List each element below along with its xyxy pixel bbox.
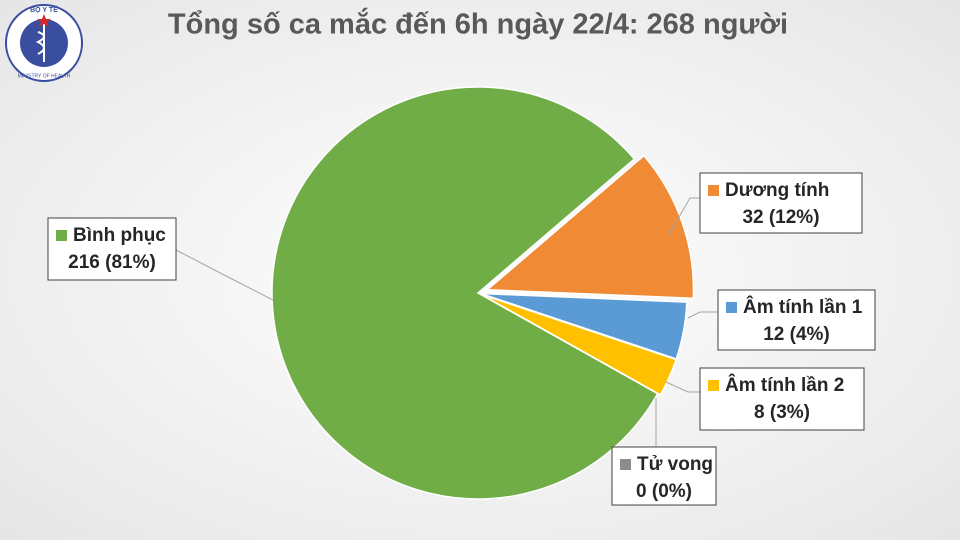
logo: BỘ Y TẾ MINISTRY OF HEALTH bbox=[5, 4, 83, 82]
legend-swatch bbox=[726, 302, 737, 313]
value-label: 12 (4%) bbox=[763, 324, 830, 345]
value-label: 216 (81%) bbox=[68, 252, 156, 273]
leader-line bbox=[175, 249, 274, 301]
leader-line bbox=[687, 311, 718, 319]
leader-line bbox=[665, 381, 700, 393]
leader-line bbox=[667, 197, 700, 237]
pie-slice bbox=[485, 154, 695, 300]
category-label: Bình phục bbox=[73, 225, 166, 246]
label-box bbox=[611, 446, 717, 506]
label-box bbox=[699, 172, 863, 234]
label-box bbox=[699, 367, 865, 431]
pie-slice bbox=[480, 293, 678, 396]
logo-top-text: BỘ Y TẾ bbox=[30, 4, 58, 14]
category-label: Âm tính lần 2 bbox=[725, 374, 844, 396]
value-label: 8 (3%) bbox=[754, 402, 810, 423]
category-label: Tử vong bbox=[637, 454, 713, 475]
value-label: 32 (12%) bbox=[742, 207, 819, 228]
category-label: Dương tính bbox=[725, 180, 829, 201]
category-label: Âm tính lần 1 bbox=[743, 296, 863, 318]
logo-star bbox=[37, 14, 51, 27]
legend-swatch bbox=[708, 380, 719, 391]
value-label: 0 (0%) bbox=[636, 481, 692, 502]
pie-slice bbox=[271, 86, 659, 500]
logo-emblem bbox=[35, 24, 45, 62]
label-box bbox=[47, 217, 177, 281]
logo-bottom-text: MINISTRY OF HEALTH bbox=[18, 73, 71, 79]
legend-swatch bbox=[56, 230, 67, 241]
label-box bbox=[717, 289, 876, 351]
legend-swatch bbox=[620, 459, 631, 470]
legend-swatch bbox=[708, 185, 719, 196]
chart-title: Tổng số ca mắc đến 6h ngày 22/4: 268 ngư… bbox=[168, 7, 788, 41]
